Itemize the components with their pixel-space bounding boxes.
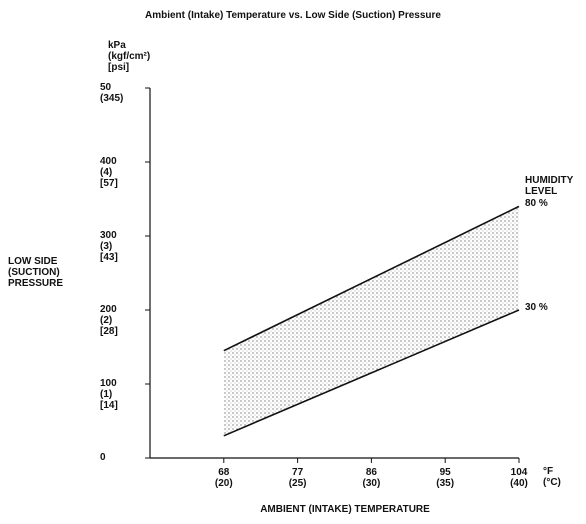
y-tick-label: 400 (4) [57] bbox=[100, 156, 118, 189]
band-fill bbox=[223, 206, 520, 436]
y-tick-label: 300 (3) [43] bbox=[100, 230, 118, 263]
legend-label: 80 % bbox=[525, 198, 548, 210]
x-tick-label: 68 (20) bbox=[214, 467, 233, 489]
legend-title: HUMIDITY LEVEL bbox=[525, 175, 574, 197]
y-tick-label: 100 (1) [14] bbox=[100, 378, 118, 411]
x-tick-label: 77 (25) bbox=[288, 467, 307, 489]
y-tick-label: 0 bbox=[100, 452, 106, 463]
series-line bbox=[223, 205, 520, 352]
x-tick-label: 86 (30) bbox=[362, 467, 381, 489]
x-tick-label: 104 (40) bbox=[510, 467, 528, 489]
y-unit: kPa (kgf/cm²) [psi] bbox=[108, 40, 151, 73]
y-tick-label: 200 (2) [28] bbox=[100, 304, 118, 337]
y-tick-label: 50 (345) bbox=[100, 82, 124, 104]
x-axis-label: AMBIENT (INTAKE) TEMPERATURE bbox=[260, 504, 430, 515]
legend-label: 30 % bbox=[525, 302, 548, 313]
series-line bbox=[223, 309, 520, 437]
chart-title: Ambient (Intake) Temperature vs. Low Sid… bbox=[145, 10, 441, 21]
x-tick-label: 95 (35) bbox=[436, 467, 455, 489]
x-unit: °F (°C) bbox=[543, 466, 561, 488]
y-axis-label: LOW SIDE (SUCTION) PRESSURE bbox=[8, 256, 64, 289]
